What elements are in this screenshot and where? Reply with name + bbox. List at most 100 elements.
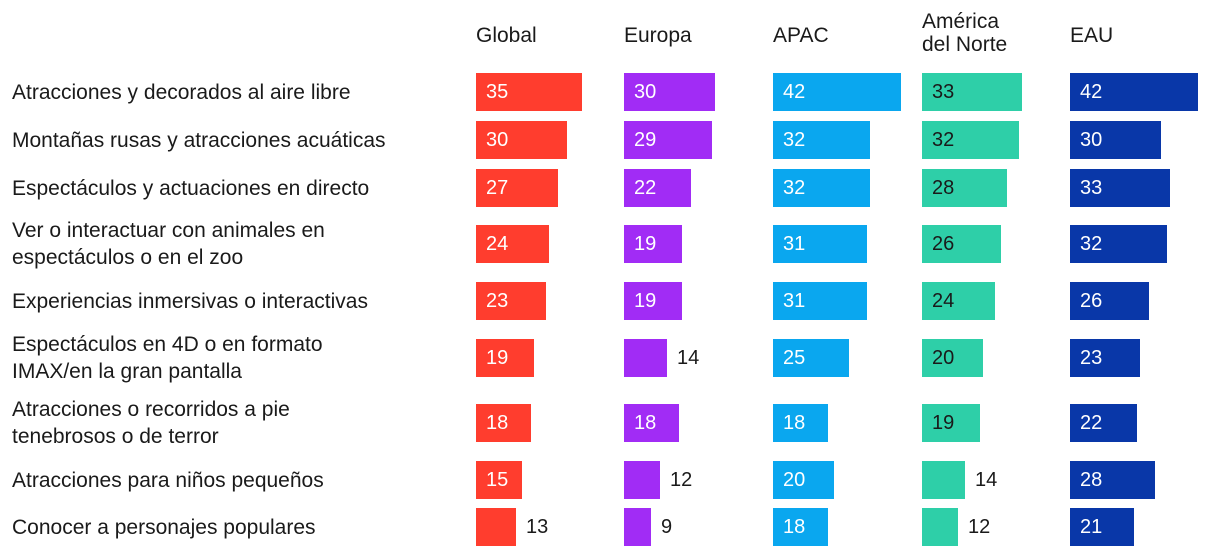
bar-value-label: 42	[783, 81, 806, 103]
bar-apac	[773, 339, 849, 377]
bar-global	[476, 169, 558, 207]
bar-value-label: 18	[634, 412, 657, 434]
bar-europa	[624, 508, 651, 546]
bar-value-label: 22	[1080, 412, 1103, 434]
bar-value-label: 32	[932, 129, 955, 151]
bar-value-label: 27	[486, 177, 509, 199]
category-label: Ver o interactuar con animales en espect…	[12, 219, 325, 269]
bar-europa	[624, 225, 682, 263]
bar-value-label: 19	[932, 412, 955, 434]
bar-value-label: 20	[783, 469, 806, 491]
bar-global	[476, 282, 546, 320]
bar-apac	[773, 461, 834, 499]
column-header-apac: APAC	[773, 24, 829, 47]
category-label: Conocer a personajes populares	[12, 515, 316, 539]
bar-value-label: 14	[975, 469, 998, 491]
bar-value-label: 32	[783, 177, 806, 199]
bar-global	[476, 339, 534, 377]
bar-apac	[773, 225, 867, 263]
bar-value-label: 30	[486, 129, 509, 151]
bar-america-del-norte	[922, 404, 980, 442]
category-label: Atracciones o recorridos a pie tenebroso…	[12, 398, 290, 448]
bar-america-del-norte	[922, 282, 995, 320]
bar-value-label: 33	[1080, 177, 1103, 199]
bar-eau	[1070, 73, 1198, 111]
category-label: Espectáculos y actuaciones en directo	[12, 176, 370, 200]
bar-europa	[624, 121, 712, 159]
column-header-america-del-norte: América del Norte	[922, 10, 1008, 56]
bar-value-label: 12	[968, 516, 991, 538]
bar-global	[476, 508, 516, 546]
bar-america-del-norte	[922, 73, 1022, 111]
column-header-global: Global	[476, 24, 537, 47]
bar-global	[476, 225, 549, 263]
bar-eau	[1070, 169, 1170, 207]
bar-eau	[1070, 461, 1155, 499]
bar-value-label: 18	[783, 516, 806, 538]
bar-value-label: 42	[1080, 81, 1103, 103]
bar-eau	[1070, 404, 1137, 442]
bar-value-label: 30	[634, 81, 657, 103]
bar-value-label: 32	[1080, 233, 1103, 255]
category-label: Espectáculos en 4D o en formato IMAX/en …	[12, 333, 323, 383]
bar-value-label: 18	[486, 412, 509, 434]
bar-america-del-norte	[922, 461, 965, 499]
bar-value-label: 32	[783, 129, 806, 151]
bar-value-label: 20	[932, 347, 955, 369]
bar-europa	[624, 282, 682, 320]
category-label: Montañas rusas y atracciones acuáticas	[12, 128, 386, 152]
bar-value-label: 29	[634, 129, 657, 151]
bar-value-label: 15	[486, 469, 509, 491]
bar-europa	[624, 404, 679, 442]
bar-value-label: 28	[1080, 469, 1103, 491]
bar-apac	[773, 73, 901, 111]
bar-apac	[773, 404, 828, 442]
bar-america-del-norte	[922, 339, 983, 377]
bar-value-label: 12	[670, 469, 693, 491]
bar-global	[476, 461, 522, 499]
bar-value-label: 30	[1080, 129, 1103, 151]
bar-europa	[624, 339, 667, 377]
bar-value-label: 13	[526, 516, 549, 538]
bar-value-label: 19	[486, 347, 509, 369]
bar-europa	[624, 73, 715, 111]
bar-value-label: 25	[783, 347, 806, 369]
bar-apac	[773, 169, 870, 207]
bar-value-label: 33	[932, 81, 955, 103]
bar-value-label: 22	[634, 177, 657, 199]
column-header-europa: Europa	[624, 24, 692, 47]
bar-europa	[624, 169, 691, 207]
category-label: Experiencias inmersivas o interactivas	[12, 289, 368, 313]
bar-value-label: 28	[932, 177, 955, 199]
bar-apac	[773, 282, 867, 320]
bar-value-label: 26	[932, 233, 955, 255]
bar-value-label: 9	[661, 516, 673, 538]
bar-value-label: 23	[486, 290, 509, 312]
bar-value-label: 26	[1080, 290, 1103, 312]
bar-value-label: 24	[486, 233, 509, 255]
category-label: Atracciones para niños pequeños	[12, 468, 324, 492]
bar-global	[476, 121, 567, 159]
bar-america-del-norte	[922, 225, 1001, 263]
category-label: Atracciones y decorados al aire libre	[12, 80, 351, 104]
bar-apac	[773, 508, 828, 546]
bar-america-del-norte	[922, 121, 1019, 159]
bar-value-label: 23	[1080, 347, 1103, 369]
bar-eau	[1070, 225, 1167, 263]
bar-america-del-norte	[922, 508, 958, 546]
bar-value-label: 14	[677, 347, 700, 369]
bar-value-label: 18	[783, 412, 806, 434]
bar-value-label: 19	[634, 290, 657, 312]
bar-value-label: 19	[634, 233, 657, 255]
bar-value-label: 21	[1080, 516, 1103, 538]
column-header-eau: EAU	[1070, 24, 1114, 47]
bar-value-label: 35	[486, 81, 509, 103]
bar-america-del-norte	[922, 169, 1007, 207]
bar-eau	[1070, 339, 1140, 377]
bar-eau	[1070, 508, 1134, 546]
bar-value-label: 31	[783, 233, 806, 255]
bar-europa	[624, 461, 660, 499]
bar-eau	[1070, 121, 1161, 159]
bar-eau	[1070, 282, 1149, 320]
